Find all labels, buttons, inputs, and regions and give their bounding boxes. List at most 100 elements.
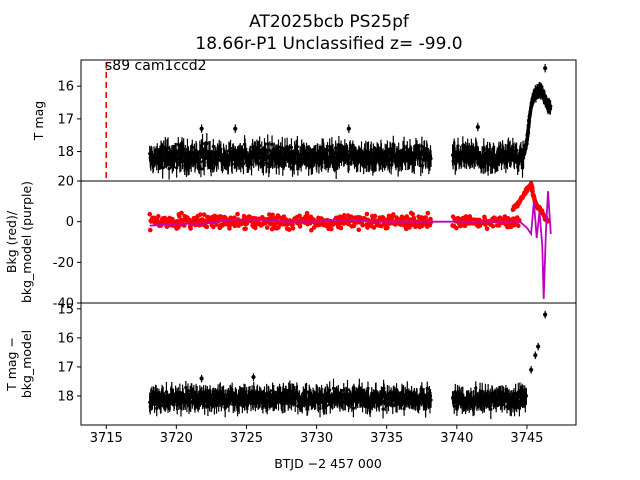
data-point <box>295 145 299 149</box>
data-point <box>270 212 275 218</box>
data-point <box>203 404 207 408</box>
data-point <box>324 404 329 408</box>
x-tick-label: 3730 <box>300 431 333 446</box>
data-point <box>219 402 223 406</box>
data-point <box>385 225 390 231</box>
axes-frame <box>80 302 577 426</box>
data-point <box>371 225 377 230</box>
data-point <box>199 376 204 381</box>
data-point <box>429 156 433 161</box>
data-point <box>481 165 485 169</box>
data-point <box>264 225 270 230</box>
middle-panel-background: -40 -20 0 20 Bkg (red)/bkg_model (purple) <box>4 175 577 312</box>
data-point <box>241 162 246 166</box>
data-point <box>366 386 370 391</box>
data-point <box>529 367 534 372</box>
data-point <box>391 403 395 407</box>
data-point <box>453 149 457 154</box>
data-point <box>328 388 332 392</box>
data-point <box>452 404 456 408</box>
data-point <box>372 213 378 219</box>
data-point <box>198 212 203 217</box>
data-point <box>548 104 553 108</box>
data-point <box>454 225 459 231</box>
data-point <box>161 166 165 170</box>
data-point <box>524 394 528 398</box>
y-tick-label: -20 <box>53 256 74 271</box>
y-tick-label: 17 <box>57 112 74 127</box>
data-point <box>201 212 207 217</box>
x-tick-label: 3740 <box>440 431 473 446</box>
y-tick-label: -40 <box>53 297 74 312</box>
x-tick-label: 3735 <box>370 431 403 446</box>
data-point <box>543 312 548 317</box>
data-point <box>456 144 460 148</box>
data-point <box>159 403 163 408</box>
data-point <box>429 398 433 402</box>
x-tick-label: 3720 <box>160 431 193 446</box>
data-point <box>318 406 322 411</box>
data-point <box>329 226 334 232</box>
data-point <box>197 164 201 168</box>
y-tick-label: 17 <box>57 360 74 375</box>
data-point <box>463 214 469 219</box>
data-point <box>292 162 296 166</box>
data-point <box>251 374 256 380</box>
y-tick-label: 16 <box>57 80 74 95</box>
data-point <box>188 226 193 231</box>
x-tick-label: 3715 <box>90 431 123 446</box>
y-axis-label: T mag − <box>4 337 19 392</box>
data-point <box>244 219 250 225</box>
data-point <box>147 211 153 217</box>
data-point <box>211 144 215 148</box>
y-tick-label: 20 <box>57 175 74 190</box>
data-point <box>156 213 161 219</box>
x-axis-label: BTJD −2 457 000 <box>274 456 382 471</box>
x-tick-label: 3725 <box>230 431 263 446</box>
data-point <box>410 211 416 217</box>
data-point <box>425 210 431 216</box>
data-point <box>205 141 209 146</box>
data-point <box>280 146 284 150</box>
data-point <box>233 126 238 131</box>
data-point <box>475 124 480 130</box>
data-point <box>543 66 548 71</box>
axes-frame <box>80 180 577 304</box>
data-point <box>297 224 303 229</box>
data-point <box>366 150 371 154</box>
data-point <box>177 214 182 219</box>
data-point <box>249 162 254 167</box>
data-point <box>166 146 170 150</box>
data-point <box>276 145 281 149</box>
data-point <box>536 344 541 349</box>
data-point <box>346 221 351 227</box>
figure-title-line2: 18.66r-P1 Unclassified z= -99.0 <box>195 34 462 54</box>
data-point <box>515 223 521 229</box>
plot-area <box>148 63 553 180</box>
data-point <box>218 389 222 394</box>
background-model-line <box>149 191 552 299</box>
data-point <box>182 147 186 151</box>
y-axis-label: bkg_model (purple) <box>19 181 34 303</box>
data-point <box>283 401 287 405</box>
data-point <box>235 211 240 217</box>
figure-title-line1: AT2025bcb PS25pf <box>249 12 410 32</box>
data-point <box>286 227 292 232</box>
data-point <box>422 147 427 151</box>
data-point <box>423 215 428 220</box>
data-point <box>230 162 234 166</box>
data-point <box>256 161 261 165</box>
data-point <box>356 227 362 233</box>
y-axis-label: Bkg (red)/ <box>4 210 19 273</box>
data-point <box>486 390 490 394</box>
y-axis-label: T mag <box>31 101 46 141</box>
data-point <box>214 222 219 227</box>
data-point <box>346 126 351 131</box>
data-point <box>190 145 194 149</box>
data-point <box>341 212 347 218</box>
data-point <box>204 224 210 230</box>
data-point <box>270 142 274 146</box>
data-point <box>338 225 344 231</box>
data-point <box>360 222 365 228</box>
top-panel-magnitude: 16 17 18 T mag <box>31 59 577 182</box>
